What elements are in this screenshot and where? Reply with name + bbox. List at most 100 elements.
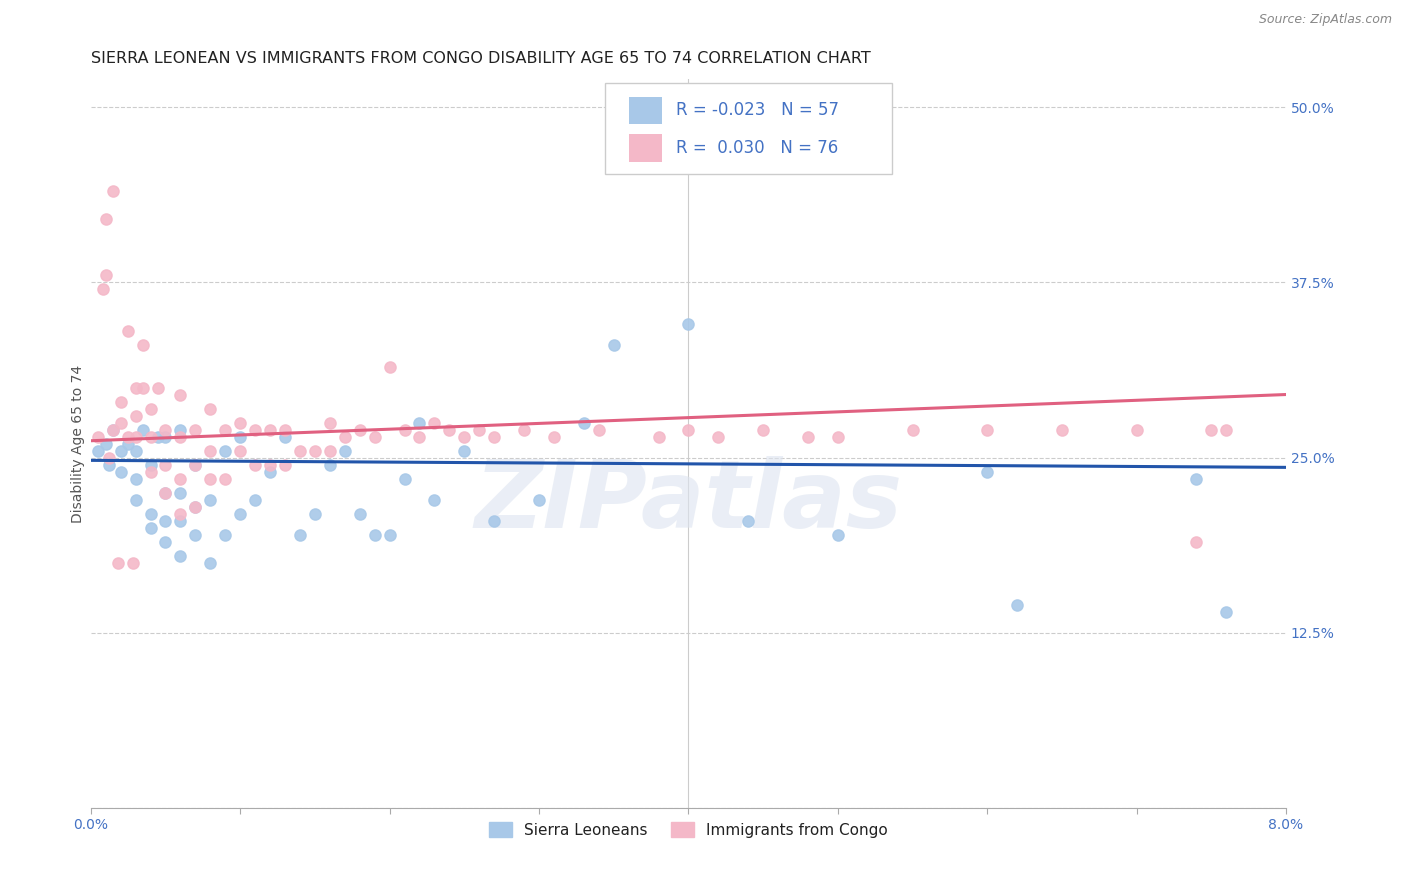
Point bbox=[169, 514, 191, 528]
Point bbox=[117, 436, 139, 450]
Point bbox=[169, 387, 191, 401]
Point bbox=[319, 416, 342, 430]
Point bbox=[543, 429, 565, 443]
Point bbox=[797, 429, 820, 443]
Point bbox=[588, 423, 610, 437]
Text: R =  0.030   N = 76: R = 0.030 N = 76 bbox=[676, 139, 839, 157]
Point bbox=[124, 409, 146, 423]
Point bbox=[146, 380, 169, 394]
Point bbox=[132, 380, 155, 394]
Point bbox=[146, 429, 169, 443]
Point bbox=[527, 492, 550, 507]
Point bbox=[513, 423, 536, 437]
Point bbox=[94, 268, 117, 283]
Point bbox=[121, 556, 143, 570]
Point bbox=[117, 429, 139, 443]
Point bbox=[394, 423, 416, 437]
Point bbox=[200, 401, 222, 416]
Point bbox=[169, 429, 191, 443]
Point bbox=[155, 534, 177, 549]
Point bbox=[482, 429, 505, 443]
Point bbox=[107, 556, 129, 570]
Point bbox=[110, 416, 132, 430]
Point bbox=[184, 500, 207, 514]
Point bbox=[184, 500, 207, 514]
Point bbox=[901, 423, 924, 437]
Point bbox=[124, 443, 146, 458]
Point bbox=[87, 429, 110, 443]
Point bbox=[423, 492, 446, 507]
Point bbox=[117, 325, 139, 339]
Point bbox=[214, 472, 236, 486]
Point bbox=[214, 443, 236, 458]
Point bbox=[97, 458, 120, 472]
Point bbox=[1050, 423, 1073, 437]
Point bbox=[678, 318, 700, 332]
Point bbox=[1185, 534, 1208, 549]
Point bbox=[243, 458, 266, 472]
Point bbox=[229, 443, 252, 458]
Point bbox=[200, 472, 222, 486]
Point bbox=[243, 423, 266, 437]
Point bbox=[304, 443, 326, 458]
Point bbox=[214, 423, 236, 437]
Point bbox=[103, 423, 125, 437]
Point bbox=[132, 338, 155, 352]
Point bbox=[274, 458, 297, 472]
Point bbox=[259, 465, 281, 479]
Point bbox=[439, 423, 461, 437]
Point bbox=[200, 556, 222, 570]
Point bbox=[378, 359, 401, 374]
Point bbox=[200, 492, 222, 507]
Point bbox=[304, 507, 326, 521]
Point bbox=[94, 212, 117, 227]
Y-axis label: Disability Age 65 to 74: Disability Age 65 to 74 bbox=[72, 365, 86, 523]
Point bbox=[319, 443, 342, 458]
Point bbox=[319, 458, 342, 472]
Point bbox=[184, 423, 207, 437]
Point bbox=[363, 527, 385, 541]
Point bbox=[349, 507, 371, 521]
Point bbox=[453, 429, 475, 443]
Point bbox=[274, 429, 297, 443]
Point bbox=[139, 401, 162, 416]
Point bbox=[229, 429, 252, 443]
Point bbox=[184, 527, 207, 541]
Point bbox=[139, 458, 162, 472]
Point bbox=[169, 549, 191, 563]
Text: R = -0.023   N = 57: R = -0.023 N = 57 bbox=[676, 102, 839, 120]
Point bbox=[423, 416, 446, 430]
Point bbox=[155, 485, 177, 500]
Point bbox=[110, 465, 132, 479]
Point bbox=[110, 443, 132, 458]
Point bbox=[155, 423, 177, 437]
Point bbox=[602, 338, 624, 352]
Point bbox=[200, 443, 222, 458]
Text: ZIPatlas: ZIPatlas bbox=[474, 456, 903, 548]
Point bbox=[976, 465, 998, 479]
Legend: Sierra Leoneans, Immigrants from Congo: Sierra Leoneans, Immigrants from Congo bbox=[484, 816, 894, 844]
Point bbox=[752, 423, 775, 437]
Point bbox=[1215, 423, 1237, 437]
Point bbox=[827, 429, 849, 443]
Point bbox=[169, 485, 191, 500]
Point bbox=[139, 520, 162, 534]
Point bbox=[572, 416, 595, 430]
Point bbox=[678, 423, 700, 437]
Point bbox=[259, 458, 281, 472]
Point bbox=[184, 458, 207, 472]
Point bbox=[87, 443, 110, 458]
Point bbox=[124, 472, 146, 486]
Point bbox=[274, 423, 297, 437]
Point bbox=[97, 450, 120, 465]
Point bbox=[132, 423, 155, 437]
Point bbox=[103, 185, 125, 199]
Point bbox=[110, 394, 132, 409]
Point bbox=[1125, 423, 1147, 437]
Point bbox=[184, 458, 207, 472]
Point bbox=[1201, 423, 1223, 437]
Point bbox=[408, 429, 430, 443]
Point bbox=[378, 527, 401, 541]
Point bbox=[229, 507, 252, 521]
Point bbox=[288, 443, 311, 458]
